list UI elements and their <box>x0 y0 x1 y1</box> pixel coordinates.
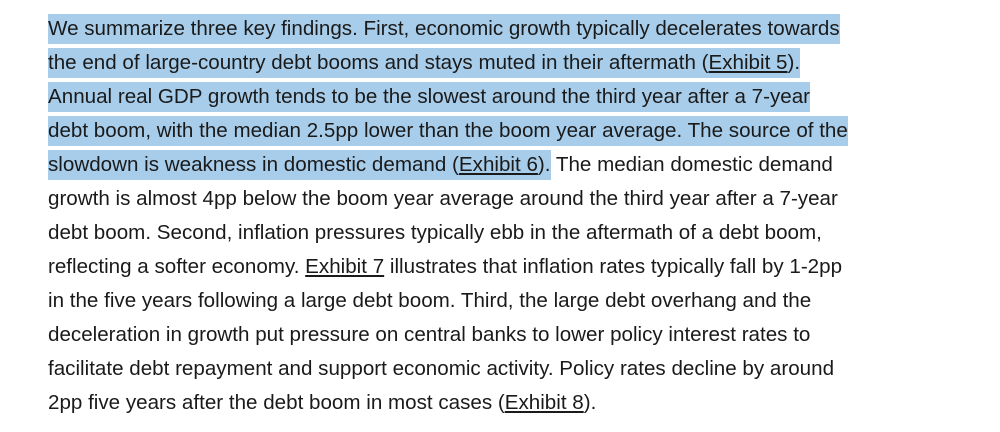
body-text: The median domestic demand <box>550 153 833 176</box>
text-line-7: debt boom. Second, inflation pressures t… <box>48 216 948 250</box>
highlighted-text: slowdown is weakness in domestic demand … <box>48 150 551 180</box>
highlighted-text: debt boom, with the median 2.5pp lower t… <box>48 116 848 146</box>
exhibit-6-link[interactable]: Exhibit 6 <box>458 153 538 176</box>
highlighted-text: the end of large-country debt booms and … <box>48 48 801 78</box>
body-text: reflecting a softer economy. <box>48 255 306 278</box>
text-line-3: Annual real GDP growth tends to be the s… <box>48 80 948 114</box>
body-text: facilitate debt repayment and support ec… <box>48 357 835 380</box>
document-paragraph: We summarize three key findings. First, … <box>48 12 948 420</box>
text-line-4: debt boom, with the median 2.5pp lower t… <box>48 114 948 148</box>
body-text: growth is almost 4pp below the boom year… <box>48 187 838 210</box>
text-line-6: growth is almost 4pp below the boom year… <box>48 182 948 216</box>
body-text: debt boom. Second, inflation pressures t… <box>48 221 822 244</box>
body-text: illustrates that inflation rates typical… <box>384 255 843 278</box>
highlighted-text: Annual real GDP growth tends to be the s… <box>48 82 811 112</box>
text-line-8: reflecting a softer economy. Exhibit 7 i… <box>48 250 948 284</box>
highlighted-text-segment: ). <box>537 153 551 176</box>
highlighted-text-segment: slowdown is weakness in domestic demand … <box>48 153 459 176</box>
text-line-10: deceleration in growth put pressure on c… <box>48 318 948 352</box>
highlighted-text: We summarize three key findings. First, … <box>48 14 840 44</box>
body-text: 2pp five years after the debt boom in mo… <box>48 391 505 414</box>
text-line-11: facilitate debt repayment and support ec… <box>48 352 948 386</box>
body-text: deceleration in growth put pressure on c… <box>48 323 811 346</box>
text-line-2: the end of large-country debt booms and … <box>48 46 948 80</box>
body-text: ). <box>583 391 597 414</box>
text-line-9: in the five years following a large debt… <box>48 284 948 318</box>
exhibit-7-link[interactable]: Exhibit 7 <box>305 255 385 278</box>
text-line-12: 2pp five years after the debt boom in mo… <box>48 386 948 420</box>
exhibit-8-link[interactable]: Exhibit 8 <box>504 391 584 414</box>
text-line-1: We summarize three key findings. First, … <box>48 12 948 46</box>
text-line-5: slowdown is weakness in domestic demand … <box>48 148 948 182</box>
body-text: in the five years following a large debt… <box>48 289 812 312</box>
highlighted-text-segment: ). <box>787 51 801 74</box>
highlighted-text-segment: the end of large-country debt booms and … <box>48 51 709 74</box>
exhibit-5-link[interactable]: Exhibit 5 <box>708 51 788 74</box>
